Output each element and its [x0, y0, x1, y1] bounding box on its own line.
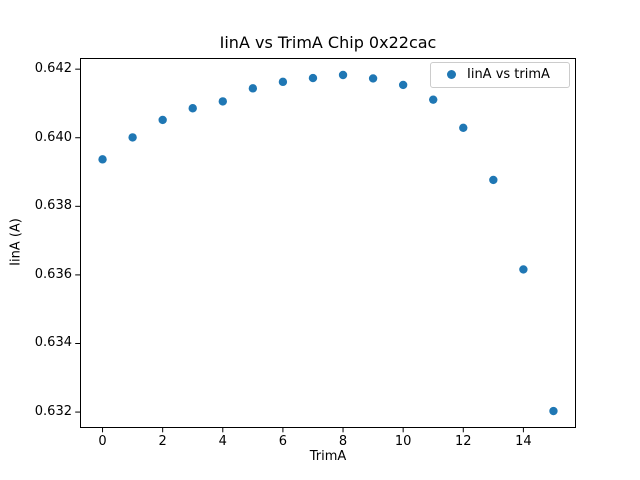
y-tick-label: 0.638: [34, 198, 72, 214]
data-point: [278, 77, 288, 87]
legend-marker-dot-icon: [447, 70, 456, 79]
data-point: [158, 115, 167, 125]
data-point: [128, 133, 137, 142]
data-point: [338, 70, 348, 80]
data-point: [188, 104, 197, 113]
y-tick-label: 0.634: [34, 335, 72, 351]
x-tick-label: 6: [278, 434, 288, 449]
y-tick-label: 0.636: [34, 267, 72, 283]
legend-label: IinA vs trimA: [467, 67, 550, 82]
x-axis-label: TrimA: [309, 449, 347, 464]
x-tick-label: 4: [218, 434, 227, 449]
data-point: [398, 80, 408, 90]
data-point: [459, 123, 468, 132]
y-tick-label: 0.632: [34, 404, 72, 420]
data-point: [549, 406, 558, 416]
data-point: [218, 97, 227, 106]
legend: IinA vs trimA: [430, 61, 570, 88]
chart-title: IinA vs TrimA Chip 0x22cac: [219, 33, 437, 52]
data-point: [308, 73, 318, 83]
x-tick-label: 0: [98, 434, 107, 449]
y-axis-label: IinA (A): [8, 218, 24, 266]
data-point: [429, 95, 438, 104]
data-point: [519, 265, 528, 274]
data-point: [368, 74, 378, 83]
data-point: [98, 155, 107, 164]
x-tick-label: 12: [454, 434, 472, 449]
y-tick-label: 0.640: [34, 129, 72, 145]
data-point: [248, 84, 258, 93]
x-tick-label: 8: [338, 434, 348, 449]
y-tick-label: 0.642: [34, 61, 72, 77]
x-tick-label: 2: [158, 434, 167, 449]
data-point: [489, 175, 498, 185]
x-tick-label: 14: [515, 434, 532, 449]
x-tick-label: 10: [394, 434, 412, 449]
